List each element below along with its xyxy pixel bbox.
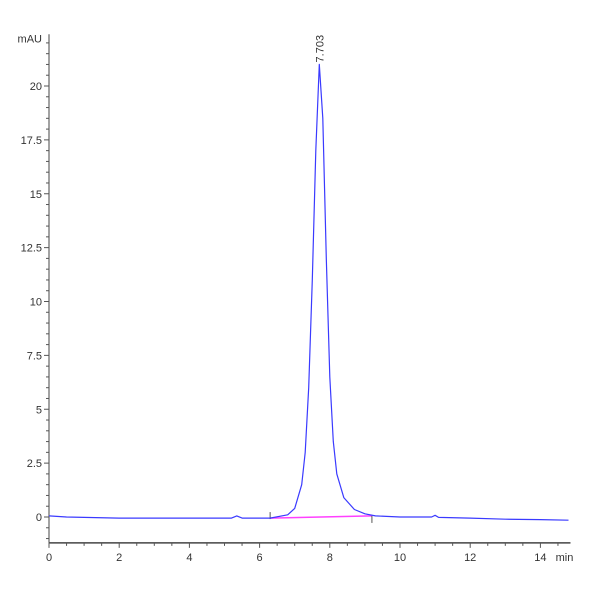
y-tick-label: 10 — [30, 297, 42, 309]
chromatogram-trace — [48, 63, 569, 521]
y-tick-label: 2.5 — [27, 458, 42, 470]
axes: 0 2 4 6 8 10 12 14 min 0 2.5 5 7.5 10 12.5 15 17.5 20 mAU — [18, 33, 574, 564]
y-tick-label: 12.5 — [21, 243, 42, 255]
y-tick-label: 7.5 — [27, 350, 42, 362]
integration-baseline — [270, 515, 372, 519]
x-tick-label: 8 — [327, 552, 333, 564]
x-axis-unit: min — [556, 552, 574, 564]
y-tick-label: 17.5 — [21, 135, 42, 147]
x-tick-label: 4 — [186, 552, 192, 564]
x-tick-label: 6 — [257, 552, 263, 564]
x-tick-label: 12 — [464, 552, 476, 564]
peak-retention-label: 7.703 — [314, 35, 326, 63]
x-tick-label: 14 — [534, 552, 546, 564]
y-tick-label: 20 — [30, 81, 42, 93]
y-tick-label: 15 — [30, 189, 42, 201]
x-tick-label: 0 — [46, 552, 52, 564]
y-tick-label: 5 — [36, 404, 42, 416]
y-tick-label: 0 — [36, 512, 42, 524]
y-axis-unit: mAU — [18, 33, 43, 45]
x-tick-label: 2 — [116, 552, 122, 564]
plot-area: 7.703 — [48, 35, 569, 523]
x-tick-label: 10 — [394, 552, 406, 564]
